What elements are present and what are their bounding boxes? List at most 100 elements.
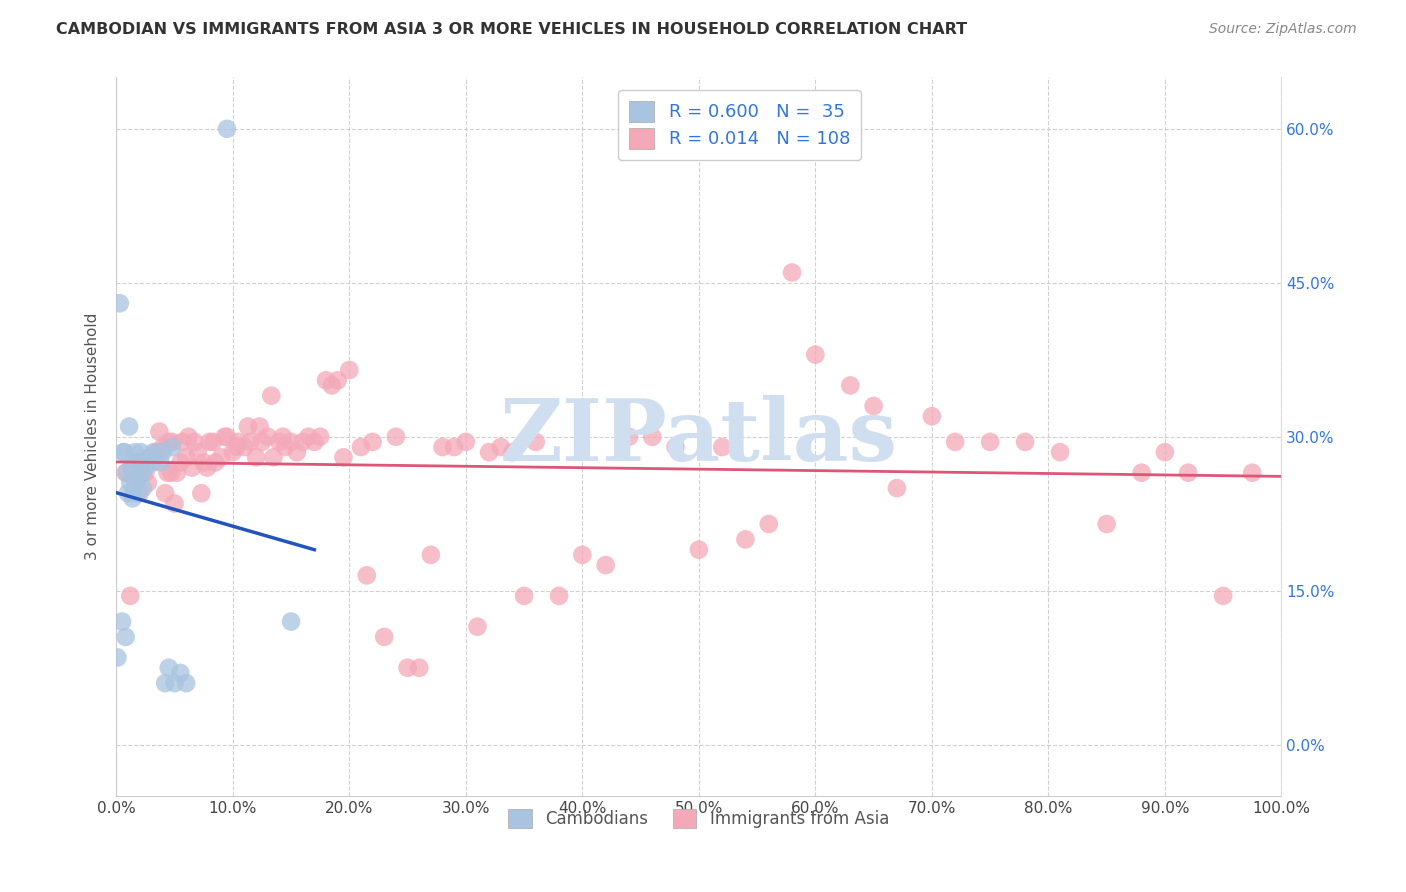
Point <box>138 450 160 465</box>
Y-axis label: 3 or more Vehicles in Household: 3 or more Vehicles in Household <box>86 313 100 560</box>
Point <box>120 475 142 490</box>
Point <box>780 265 803 279</box>
Point <box>145 445 167 459</box>
Point <box>233 440 256 454</box>
Point <box>166 466 188 480</box>
Point <box>160 466 183 480</box>
Point <box>134 466 156 480</box>
Point <box>138 450 160 465</box>
Point <box>120 460 142 475</box>
Point <box>467 620 489 634</box>
Point <box>249 419 271 434</box>
Point <box>617 430 640 444</box>
Point <box>114 466 136 480</box>
Point <box>141 455 163 469</box>
Point <box>373 630 395 644</box>
Point <box>121 491 143 506</box>
Point <box>228 434 250 449</box>
Point <box>215 430 238 444</box>
Point <box>326 373 349 387</box>
Point <box>1212 589 1234 603</box>
Point <box>128 455 150 469</box>
Point <box>187 445 209 459</box>
Point <box>489 440 512 454</box>
Point <box>711 440 734 454</box>
Point <box>111 615 134 629</box>
Point <box>862 399 884 413</box>
Point <box>172 434 194 449</box>
Point <box>734 533 756 547</box>
Point <box>195 460 218 475</box>
Point <box>141 450 163 465</box>
Point <box>181 460 204 475</box>
Point <box>1014 434 1036 449</box>
Point <box>209 450 232 465</box>
Point <box>157 434 180 449</box>
Point <box>204 455 226 469</box>
Point <box>385 430 408 444</box>
Point <box>225 440 247 454</box>
Point <box>256 430 278 444</box>
Point <box>1177 466 1199 480</box>
Point <box>595 558 617 573</box>
Point <box>152 445 174 459</box>
Point <box>160 434 183 449</box>
Point <box>201 434 224 449</box>
Point <box>688 542 710 557</box>
Point <box>297 430 319 444</box>
Point <box>943 434 966 449</box>
Point <box>169 455 191 469</box>
Point <box>332 450 354 465</box>
Point <box>269 434 291 449</box>
Point <box>315 373 337 387</box>
Point <box>350 440 373 454</box>
Point <box>146 445 169 459</box>
Point <box>271 430 294 444</box>
Point <box>125 475 148 490</box>
Point <box>280 434 302 449</box>
Point <box>979 434 1001 449</box>
Point <box>174 676 197 690</box>
Point <box>142 445 165 459</box>
Point <box>222 445 245 459</box>
Point <box>115 466 138 480</box>
Point <box>118 419 141 434</box>
Point <box>117 486 139 500</box>
Point <box>886 481 908 495</box>
Point <box>108 296 131 310</box>
Point <box>356 568 378 582</box>
Point <box>361 434 384 449</box>
Point <box>1130 466 1153 480</box>
Point <box>285 445 308 459</box>
Point <box>156 466 179 480</box>
Point <box>839 378 862 392</box>
Point <box>641 430 664 444</box>
Point <box>454 434 477 449</box>
Point <box>155 676 177 690</box>
Point <box>112 445 135 459</box>
Point <box>236 419 259 434</box>
Point <box>215 121 238 136</box>
Point <box>478 445 501 459</box>
Point <box>274 440 297 454</box>
Text: CAMBODIAN VS IMMIGRANTS FROM ASIA 3 OR MORE VEHICLES IN HOUSEHOLD CORRELATION CH: CAMBODIAN VS IMMIGRANTS FROM ASIA 3 OR M… <box>56 22 967 37</box>
Point <box>245 450 267 465</box>
Point <box>155 486 177 500</box>
Point <box>132 481 155 495</box>
Point <box>134 460 156 475</box>
Point <box>149 455 172 469</box>
Point <box>193 455 215 469</box>
Point <box>163 676 186 690</box>
Point <box>263 450 285 465</box>
Point <box>443 440 465 454</box>
Point <box>432 440 454 454</box>
Point <box>114 630 136 644</box>
Point <box>128 486 150 500</box>
Point <box>160 440 183 454</box>
Point <box>304 434 326 449</box>
Point <box>408 661 430 675</box>
Point <box>804 348 827 362</box>
Point <box>129 445 152 459</box>
Point <box>163 496 186 510</box>
Text: Source: ZipAtlas.com: Source: ZipAtlas.com <box>1209 22 1357 37</box>
